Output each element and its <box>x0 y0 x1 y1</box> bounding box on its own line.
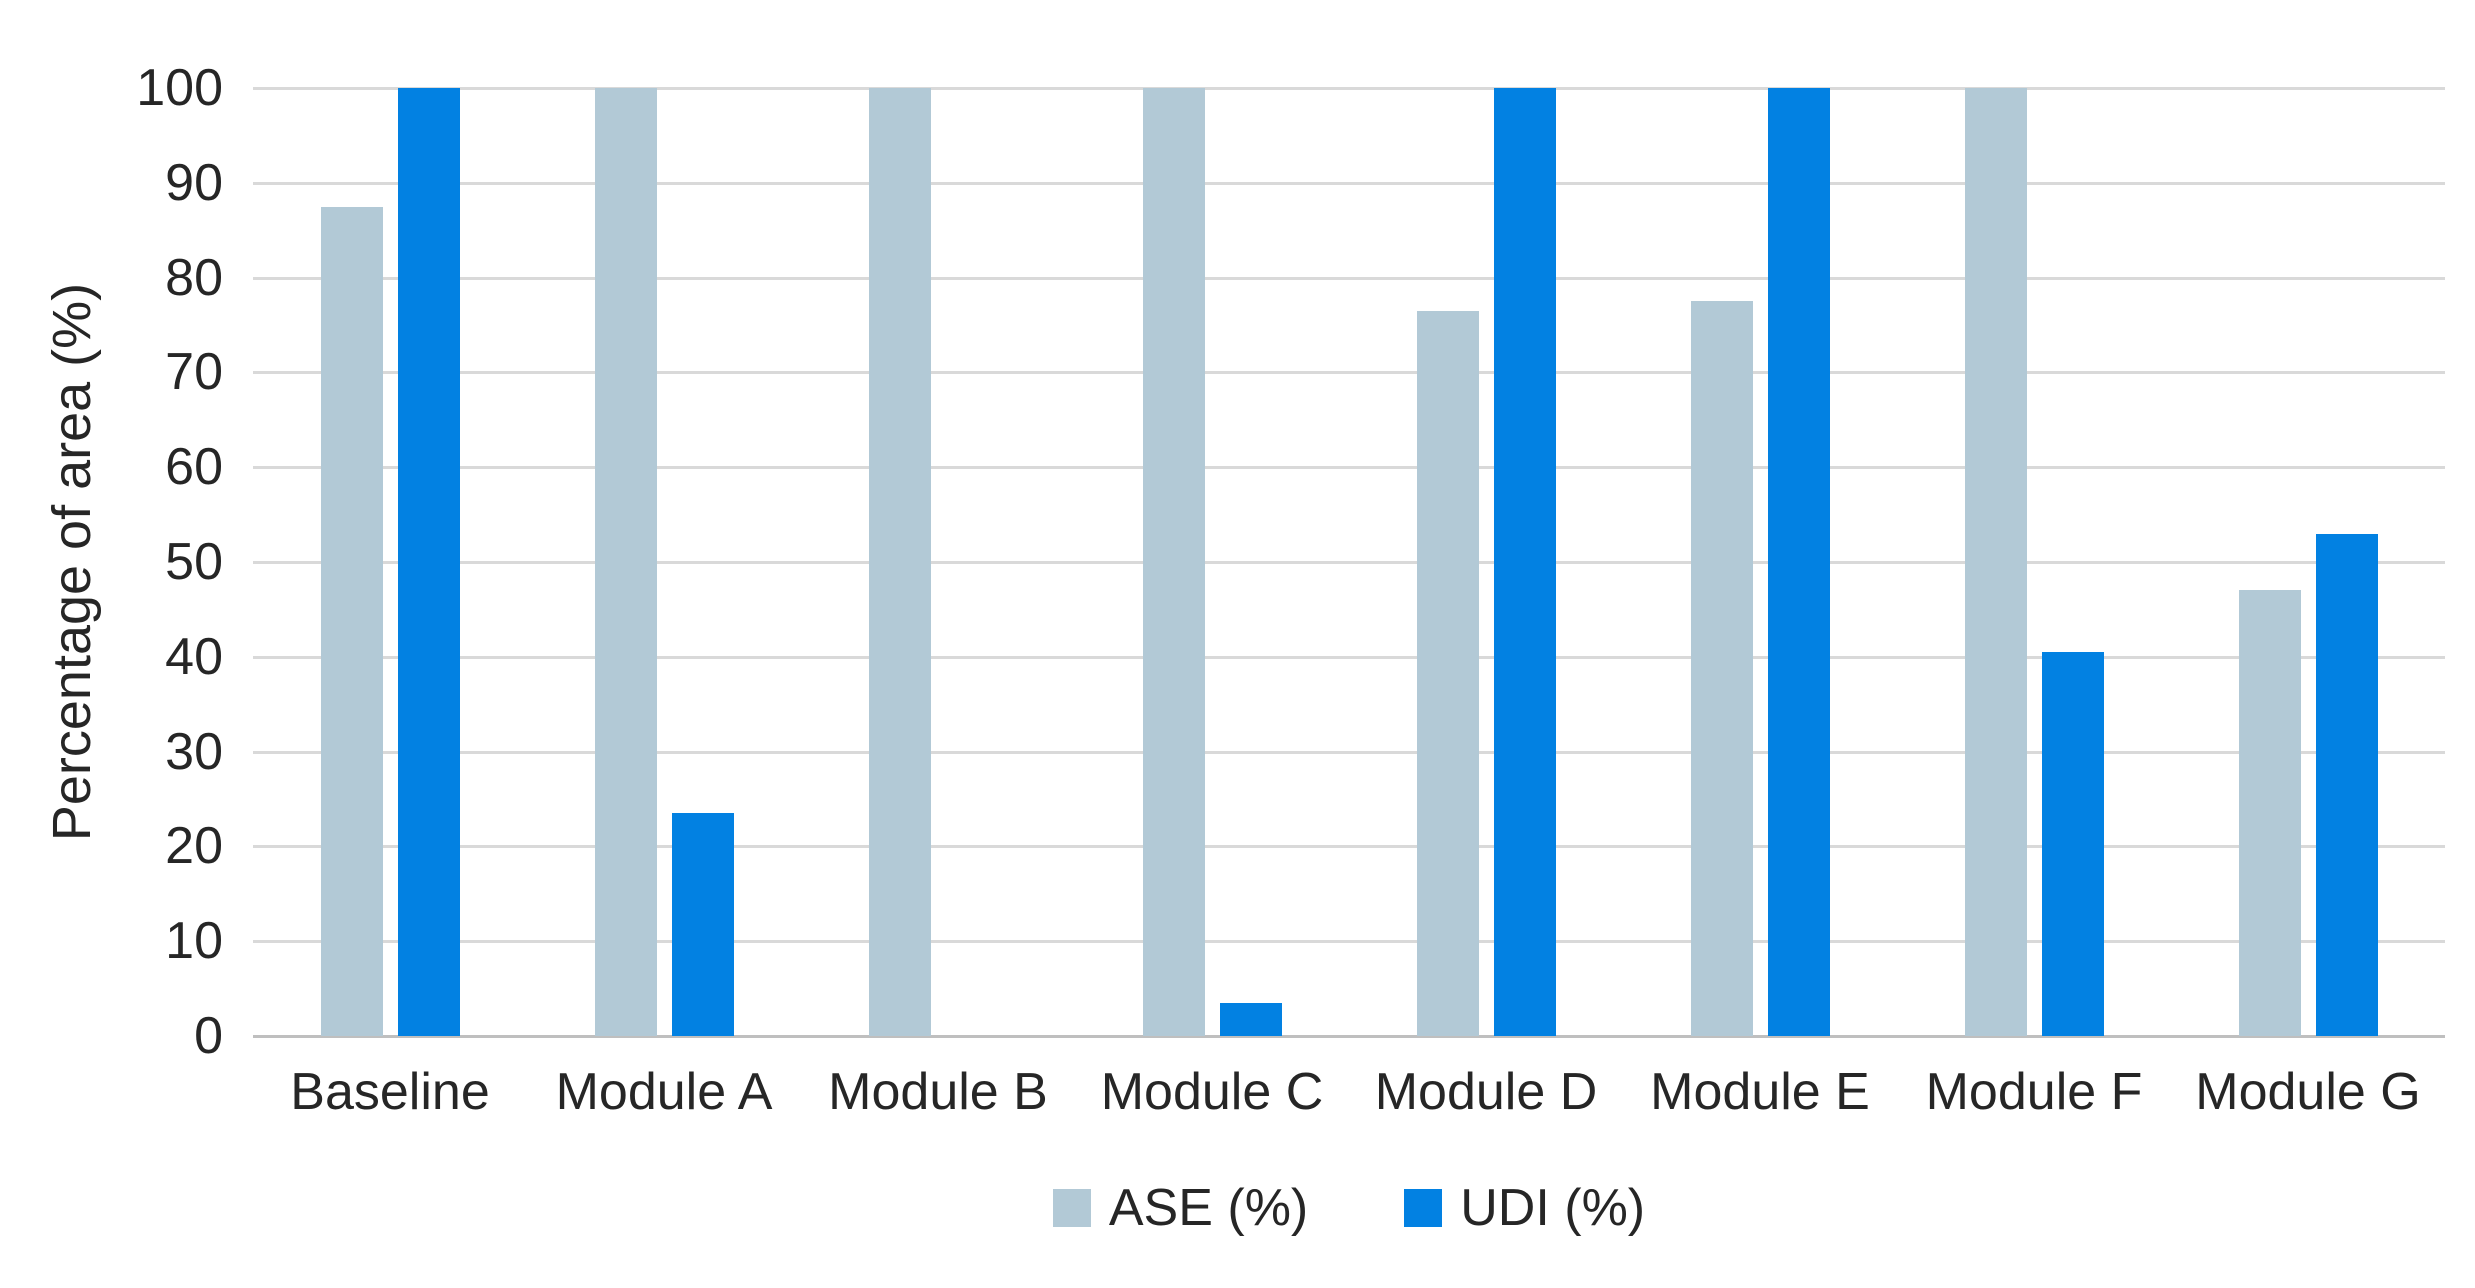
y-tick-label-100: 100 <box>136 59 223 117</box>
gridline-50 <box>253 561 2445 564</box>
bar-ase-module-b <box>868 88 931 1036</box>
x-category-label-module-f: Module F <box>1925 1063 2143 1121</box>
y-tick-label-40: 40 <box>165 627 223 686</box>
x-category-label-module-e: Module E <box>1650 1063 1870 1121</box>
bar-udi-module-d <box>1493 88 1556 1036</box>
bar-udi-module-f <box>2041 652 2104 1036</box>
y-tick-label-20: 20 <box>165 817 223 876</box>
bar-udi-module-g <box>2315 533 2378 1036</box>
gridline-100 <box>253 87 2445 90</box>
y-tick-label-30: 30 <box>165 722 223 781</box>
bar-udi-module-a <box>671 813 734 1036</box>
y-tick-label-10: 10 <box>165 912 223 971</box>
plot-area <box>253 87 2445 1038</box>
bar-ase-module-g <box>2238 590 2301 1036</box>
gridline-80 <box>253 276 2445 280</box>
legend-label: ASE (%) <box>1108 1179 1309 1237</box>
y-tick-label-90: 90 <box>165 153 223 212</box>
bar-ase-module-a <box>594 88 657 1036</box>
x-category-label-module-c: Module C <box>1100 1063 1324 1121</box>
x-category-label-module-g: Module G <box>2195 1063 2421 1121</box>
legend-item-ase: ASE (%) <box>1052 1178 1309 1238</box>
bar-udi-baseline <box>397 88 460 1036</box>
bar-ase-module-d <box>1416 310 1479 1036</box>
bar-udi-module-e <box>1767 88 1830 1036</box>
x-category-label-module-b: Module B <box>828 1063 1048 1121</box>
legend-swatch-icon <box>1404 1189 1443 1227</box>
gridline-70 <box>253 371 2445 375</box>
bar-ase-module-e <box>1690 301 1753 1036</box>
y-tick-label-50: 50 <box>165 533 223 591</box>
gridline-60 <box>253 466 2445 470</box>
legend-swatch-icon <box>1052 1189 1091 1227</box>
x-category-label-module-a: Module A <box>555 1063 773 1121</box>
y-tick-label-80: 80 <box>165 248 223 307</box>
gridline-30 <box>253 750 2445 754</box>
y-tick-label-60: 60 <box>165 438 223 497</box>
y-tick-label-70: 70 <box>165 343 223 402</box>
gridline-10 <box>253 940 2445 944</box>
x-axis-line <box>253 1035 2445 1038</box>
y-tick-label-0: 0 <box>194 1007 223 1065</box>
x-category-label-module-d: Module D <box>1374 1063 1598 1121</box>
y-axis-title: Percentage of area (%) <box>42 282 102 842</box>
bar-ase-module-f <box>1964 88 2027 1036</box>
bar-ase-baseline <box>320 206 383 1036</box>
x-category-label-baseline: Baseline <box>290 1063 490 1121</box>
legend: ASE (%) UDI (%) <box>253 1178 2445 1238</box>
gridline-40 <box>253 655 2445 659</box>
legend-item-udi: UDI (%) <box>1404 1178 1645 1238</box>
bar-udi-module-c <box>1219 1002 1282 1036</box>
legend-label: UDI (%) <box>1460 1179 1646 1237</box>
bar-ase-module-c <box>1142 88 1205 1036</box>
gridline-90 <box>253 181 2445 185</box>
gridline-20 <box>253 845 2445 849</box>
